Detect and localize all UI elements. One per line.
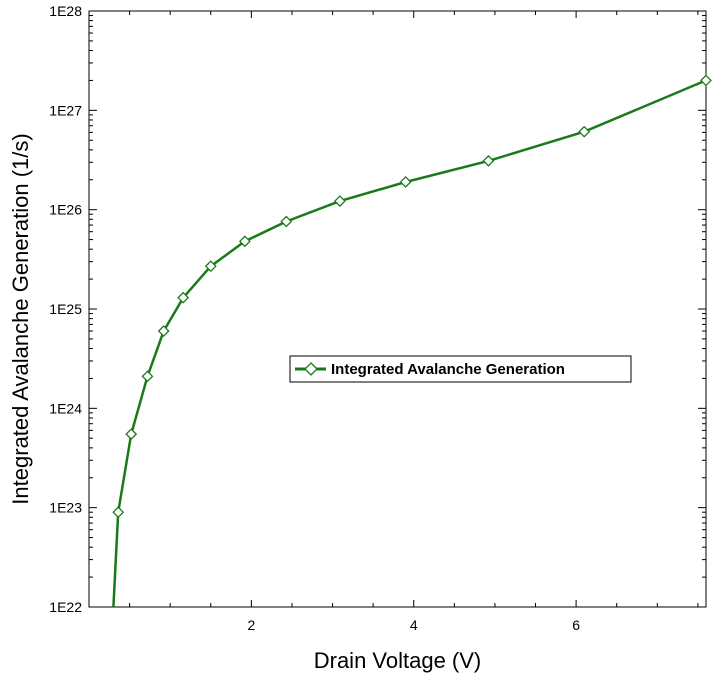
plot-border: [88, 10, 707, 608]
y-tick-label: 1E26: [49, 202, 82, 218]
data-point-marker: [399, 176, 412, 188]
y-tick-label: 1E25: [49, 301, 82, 317]
data-point-marker: [204, 260, 217, 273]
data-point-marker: [238, 235, 251, 248]
legend-entry-label: Integrated Avalanche Generation: [331, 361, 565, 378]
y-tick-label: 1E23: [49, 500, 82, 516]
series-layer: [112, 74, 712, 608]
legend-box: [289, 355, 632, 383]
y-tick-label: 1E27: [49, 102, 82, 118]
data-point-marker: [482, 154, 495, 167]
data-point-marker: [578, 125, 591, 138]
data-point-marker: [700, 74, 712, 87]
series-line: [112, 79, 707, 608]
data-point-marker: [157, 325, 170, 337]
x-axis: 2 4 6: [129, 11, 699, 633]
y-axis-title: Integrated Avalanche Generation (1/s): [8, 133, 33, 504]
data-point-marker: [333, 195, 346, 208]
x-tick-label: 4: [410, 617, 418, 633]
legend: Integrated Avalanche Generation: [289, 355, 632, 383]
y-axis: 1E22 1E23 1E24 1E25 1E26 1E27 1E28: [49, 3, 706, 615]
data-point-marker: [112, 506, 125, 519]
legend-diamond-marker: [304, 362, 318, 376]
x-axis-title: Drain Voltage (V): [314, 648, 482, 673]
plot-area: [88, 10, 707, 608]
data-point-marker: [177, 291, 190, 304]
y-tick-label: 1E28: [49, 3, 82, 19]
data-point-marker: [280, 215, 293, 228]
x-tick-label: 6: [572, 617, 580, 633]
y-tick-label: 1E22: [49, 599, 82, 615]
data-point-marker: [141, 370, 154, 383]
data-point-marker: [125, 428, 138, 441]
x-tick-label: 2: [247, 617, 255, 633]
y-tick-label: 1E24: [49, 400, 82, 416]
